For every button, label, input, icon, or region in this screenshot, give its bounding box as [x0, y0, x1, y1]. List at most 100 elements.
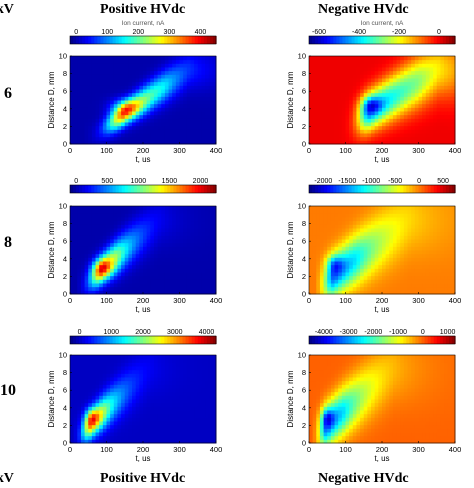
- heatmap-cell: [88, 67, 93, 72]
- heatmap-cell: [102, 239, 107, 244]
- heatmap-cell: [121, 399, 126, 404]
- heatmap-cell: [113, 402, 118, 407]
- heatmap-cell: [153, 384, 159, 389]
- heatmap-cell: [99, 239, 104, 244]
- heatmap-cell: [117, 206, 122, 211]
- heatmap-cell: [411, 122, 416, 127]
- heatmap-cell: [183, 428, 188, 433]
- heatmap-cell: [425, 129, 430, 134]
- heatmap-cell: [102, 428, 107, 433]
- colorbar-swatch: [100, 36, 105, 44]
- colorbar-swatch: [155, 36, 159, 44]
- heatmap-cell: [403, 78, 409, 83]
- heatmap-cell: [132, 380, 137, 385]
- heatmap-cell: [349, 81, 354, 86]
- heatmap-cell: [73, 206, 78, 211]
- heatmap-cell: [113, 56, 118, 61]
- heatmap-cell: [175, 231, 180, 236]
- heatmap-cell: [128, 78, 133, 83]
- heatmap-cell: [319, 56, 325, 61]
- heatmap-cell: [84, 369, 89, 374]
- heatmap-cell: [99, 96, 104, 101]
- heatmap-cell: [338, 85, 343, 90]
- heatmap-cell: [186, 217, 191, 222]
- colorbar-swatch: [445, 185, 450, 193]
- heatmap-cell: [208, 239, 213, 244]
- heatmap-cell: [106, 358, 111, 363]
- heatmap-cell: [175, 239, 180, 244]
- heatmap-cell: [440, 89, 445, 94]
- heatmap-cell: [146, 92, 151, 97]
- heatmap-cell: [190, 264, 195, 269]
- colorbar-swatch: [388, 185, 392, 193]
- heatmap-cell: [128, 290, 133, 295]
- heatmap-cell: [323, 78, 328, 83]
- heatmap-cell: [360, 111, 365, 116]
- heatmap-cell: [183, 206, 188, 211]
- heatmap-cell: [186, 107, 191, 112]
- heatmap-cell: [183, 279, 188, 284]
- x-tick-label: 0: [68, 296, 72, 305]
- colorbar-swatch: [203, 36, 208, 44]
- heatmap-cell: [99, 100, 104, 105]
- heatmap-cell: [143, 417, 148, 422]
- colorbar-swatch: [388, 36, 392, 44]
- heatmap-cell: [179, 388, 184, 393]
- heatmap-cell: [84, 421, 89, 426]
- heatmap-cell: [91, 136, 97, 141]
- y-tick-label: 2: [302, 122, 306, 131]
- colorbar-swatch: [106, 36, 111, 44]
- heatmap-cell: [121, 369, 126, 374]
- heatmap-cell: [153, 391, 159, 396]
- heatmap-cell: [106, 136, 111, 141]
- heatmap-cell: [403, 250, 409, 255]
- colorbar-swatch: [212, 336, 217, 344]
- heatmap-cell: [323, 114, 328, 119]
- heatmap-cell: [110, 355, 115, 360]
- heatmap-cell: [172, 428, 177, 433]
- heatmap-cell: [106, 100, 111, 105]
- heatmap-cell: [312, 275, 317, 280]
- heatmap-cell: [414, 253, 419, 258]
- heatmap-cell: [164, 428, 170, 433]
- heatmap-cell: [150, 253, 155, 258]
- heatmap-cell: [157, 114, 162, 119]
- heatmap-cell: [444, 100, 449, 105]
- heatmap-cell: [407, 118, 412, 123]
- heatmap-cell: [77, 133, 82, 138]
- heatmap-cell: [396, 133, 401, 138]
- heatmap-cell: [172, 402, 177, 407]
- heatmap-cell: [396, 70, 401, 75]
- heatmap-cell: [95, 56, 100, 61]
- heatmap-cell: [135, 118, 140, 123]
- colorbar-swatch: [194, 36, 199, 44]
- heatmap-cell: [150, 369, 155, 374]
- heatmap-cell: [153, 439, 159, 444]
- heatmap-cell: [153, 217, 159, 222]
- heatmap-cell: [168, 395, 173, 400]
- heatmap-cell: [422, 67, 427, 72]
- colorbar-swatch: [200, 336, 205, 344]
- heatmap-cell: [197, 125, 202, 130]
- heatmap-cell: [371, 67, 376, 72]
- heatmap-cell: [190, 275, 195, 280]
- heatmap-cell: [363, 78, 368, 83]
- heatmap-cell: [414, 242, 419, 247]
- heatmap-cell: [153, 272, 159, 277]
- heatmap-cell: [309, 74, 314, 79]
- heatmap-cell: [143, 242, 148, 247]
- heatmap-cell: [139, 384, 144, 389]
- heatmap-cell: [172, 118, 177, 123]
- heatmap-cell: [186, 111, 191, 116]
- heatmap-cell: [429, 272, 434, 277]
- colorbar-swatch: [118, 336, 123, 344]
- heatmap-cell: [153, 81, 159, 86]
- heatmap-cell: [135, 250, 140, 255]
- heatmap-cell: [153, 224, 159, 229]
- heatmap-cell: [73, 391, 78, 396]
- heatmap-cell: [201, 129, 206, 134]
- heatmap-cell: [124, 242, 129, 247]
- heatmap-cell: [205, 133, 210, 138]
- colorbar-swatch: [176, 185, 181, 193]
- heatmap-cell: [84, 224, 89, 229]
